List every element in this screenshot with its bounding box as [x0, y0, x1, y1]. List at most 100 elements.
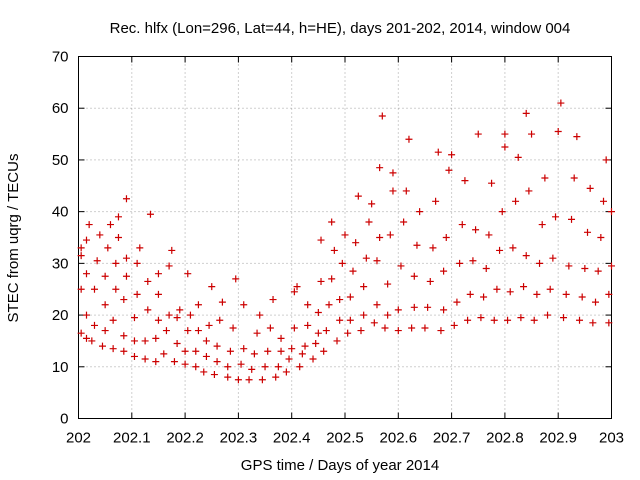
data-point [552, 213, 560, 221]
data-point [352, 239, 360, 247]
data-point [258, 376, 266, 384]
data-point [506, 288, 514, 296]
data-point [200, 368, 208, 376]
data-point [114, 234, 122, 241]
data-point [317, 236, 325, 244]
data-point [101, 301, 109, 309]
data-point [522, 109, 530, 117]
data-point [90, 285, 98, 293]
data-point [578, 293, 586, 301]
data-point [429, 244, 437, 252]
data-point [264, 347, 272, 355]
data-point [82, 270, 90, 278]
y-tick-label: 30 [52, 255, 69, 272]
data-point [474, 130, 482, 138]
data-point [82, 311, 90, 319]
data-point [394, 327, 402, 335]
data-point [141, 337, 149, 345]
data-point [248, 365, 256, 373]
data-point [213, 358, 221, 366]
data-point [256, 311, 264, 319]
data-point [320, 347, 328, 355]
data-point [480, 293, 488, 301]
data-point [546, 285, 554, 293]
data-point [120, 332, 128, 340]
data-point [208, 283, 216, 291]
data-point [101, 272, 109, 280]
data-point [554, 127, 562, 135]
data-point [93, 257, 101, 265]
data-point [165, 311, 173, 319]
data-point [605, 290, 613, 298]
data-point [202, 337, 210, 345]
data-point [504, 316, 512, 324]
data-point [485, 231, 493, 239]
data-point [453, 298, 461, 306]
data-point [112, 285, 120, 293]
data-point [440, 306, 448, 314]
data-point [469, 257, 477, 265]
data-point [314, 329, 322, 337]
data-point [152, 358, 160, 366]
data-point [144, 306, 152, 314]
data-point [584, 228, 592, 236]
data-point [373, 301, 381, 309]
y-tick-label: 70 [52, 49, 69, 66]
data-point [397, 262, 405, 270]
data-point [112, 259, 120, 267]
data-point [336, 316, 344, 324]
data-point [122, 272, 130, 280]
data-point [496, 246, 504, 254]
data-point [450, 321, 458, 329]
data-point [245, 376, 253, 384]
data-point [498, 208, 506, 216]
data-point [360, 283, 368, 291]
data-point [434, 148, 442, 156]
data-point [194, 301, 202, 309]
x-tick-label: 202.8 [486, 430, 524, 447]
x-tick-label: 202.2 [166, 430, 204, 447]
data-point [581, 265, 589, 273]
data-point [437, 327, 445, 335]
data-point [416, 208, 424, 216]
data-point [109, 345, 117, 353]
data-point [170, 358, 178, 366]
data-point [253, 329, 261, 337]
data-point [402, 187, 410, 195]
data-point [90, 321, 98, 329]
data-point [344, 329, 352, 337]
x-tick-label: 202.1 [113, 430, 151, 447]
data-point [229, 324, 237, 332]
data-point [141, 355, 149, 363]
data-point [98, 342, 106, 350]
data-point [136, 244, 144, 252]
data-point [514, 153, 522, 161]
data-point [325, 301, 333, 309]
data-point [146, 210, 154, 218]
data-point [568, 215, 576, 223]
data-point [373, 257, 381, 265]
data-point [328, 218, 336, 226]
data-point [341, 231, 349, 239]
data-point [602, 156, 610, 164]
x-tick-label: 202.3 [220, 430, 258, 447]
data-point [304, 321, 312, 329]
data-point [464, 316, 472, 324]
data-point [162, 327, 170, 335]
data-point [461, 177, 469, 185]
data-point [269, 296, 277, 304]
data-point [533, 290, 541, 298]
x-tick-label: 202 [66, 430, 91, 447]
data-point [354, 192, 362, 200]
data-point [522, 252, 530, 260]
data-point [88, 337, 96, 345]
data-point [456, 259, 464, 267]
data-point [266, 324, 274, 332]
data-point [562, 290, 570, 298]
data-point [413, 241, 421, 249]
x-tick-label: 202.7 [433, 430, 471, 447]
data-point [309, 355, 317, 363]
data-point [520, 283, 528, 291]
